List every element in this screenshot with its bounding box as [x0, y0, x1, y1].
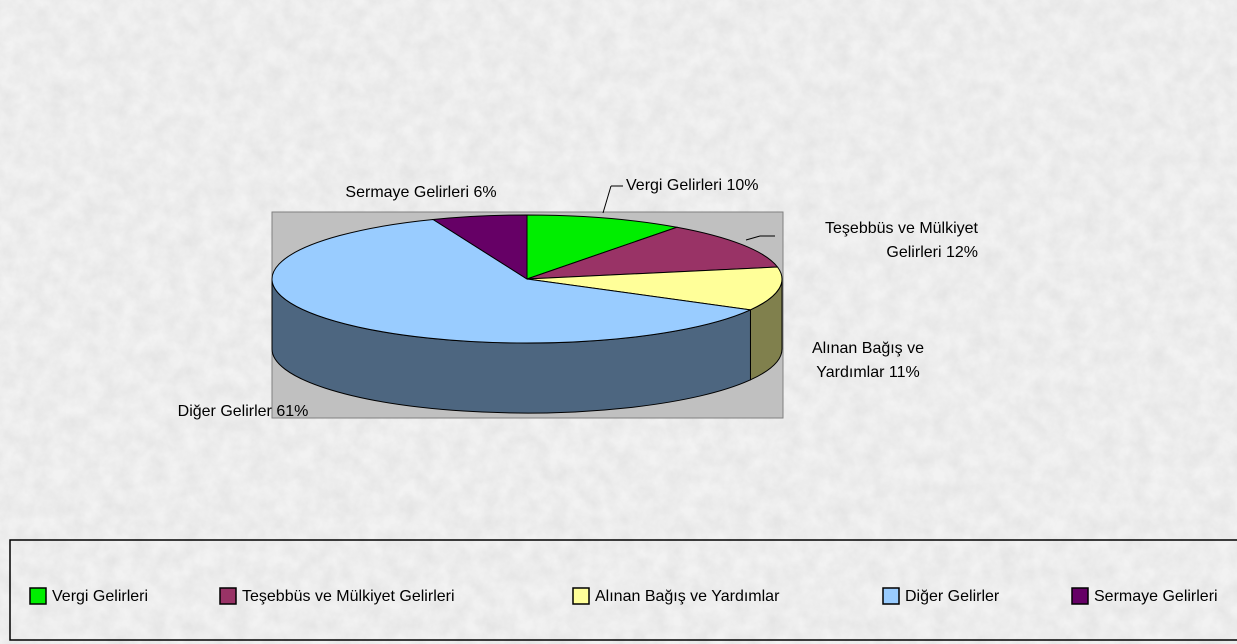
- legend-swatch: [219, 587, 237, 605]
- legend-swatch: [29, 587, 47, 605]
- data-label: Teşebbüs ve Mülkiyet Gelirleri 12%: [825, 220, 979, 261]
- data-label-line: Gelirleri 12%: [886, 244, 978, 261]
- legend-swatch: [1071, 587, 1089, 605]
- slice: [526, 226, 779, 280]
- data-label: Alınan Bağış ve Yardımlar 11%: [812, 340, 924, 381]
- legend-label: Vergi Gelirleri: [52, 588, 148, 605]
- slice: [526, 266, 783, 311]
- leader-line: [602, 185, 612, 214]
- data-label: Vergi Gelirleri 10%: [626, 177, 759, 194]
- legend-label: Teşebbüs ve Mülkiyet Gelirleri: [242, 588, 455, 605]
- legend-swatch: [572, 587, 590, 605]
- slice: [271, 218, 753, 344]
- legend-box: [9, 539, 1237, 641]
- slice: [431, 214, 528, 280]
- legend-swatch: [882, 587, 900, 605]
- data-label-line: Alınan Bağış ve: [812, 340, 924, 357]
- data-label: Sermaye Gelirleri 6%: [345, 184, 496, 201]
- data-label-line: Yardımlar 11%: [816, 364, 919, 381]
- slice: [526, 214, 679, 280]
- leader-line: [745, 235, 761, 241]
- data-label: Diğer Gelirler 61%: [178, 403, 309, 420]
- legend-label: Sermaye Gelirleri: [1094, 588, 1218, 605]
- legend-label: Alınan Bağış ve Yardımlar: [595, 588, 780, 605]
- data-label-line: Teşebbüs ve Mülkiyet: [825, 220, 979, 237]
- legend-label: Diğer Gelirler: [905, 588, 1000, 605]
